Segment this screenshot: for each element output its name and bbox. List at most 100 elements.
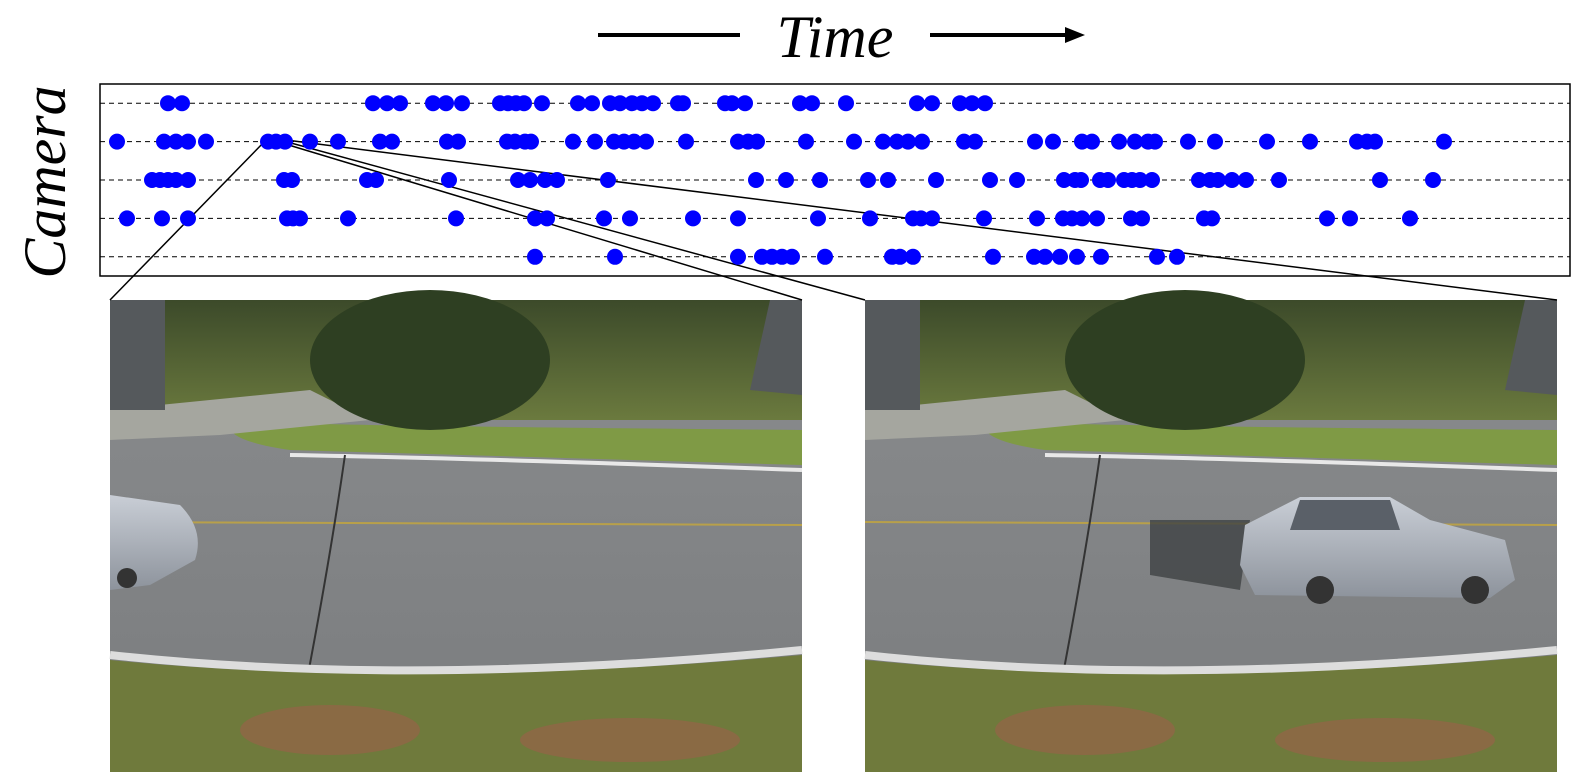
- event-dot: [180, 134, 196, 150]
- event-dot: [392, 95, 408, 111]
- event-dot: [1069, 249, 1085, 265]
- event-dot: [448, 210, 464, 226]
- event-dot: [645, 95, 661, 111]
- page: Time Camera (() => { const data = JSON.p…: [0, 0, 1595, 784]
- event-dot: [365, 95, 381, 111]
- event-dot: [1402, 210, 1418, 226]
- event-dot: [838, 95, 854, 111]
- event-dot: [817, 249, 833, 265]
- event-dot: [1238, 172, 1254, 188]
- photo-left: [110, 290, 802, 772]
- x-axis-label: Time: [777, 4, 894, 70]
- event-dot: [1207, 134, 1223, 150]
- event-dot: [1074, 210, 1090, 226]
- event-dot: [862, 210, 878, 226]
- event-dot: [1009, 172, 1025, 188]
- event-dot: [1111, 134, 1127, 150]
- event-dot: [284, 172, 300, 188]
- event-dot: [523, 134, 539, 150]
- event-dot: [976, 210, 992, 226]
- event-dot: [441, 172, 457, 188]
- event-dot: [928, 172, 944, 188]
- event-dot: [985, 249, 1001, 265]
- event-dot: [748, 172, 764, 188]
- photo-right: [865, 290, 1557, 772]
- event-dot: [587, 134, 603, 150]
- event-dot: [1147, 134, 1163, 150]
- event-dot: [534, 95, 550, 111]
- event-dot: [678, 134, 694, 150]
- event-dot: [340, 210, 356, 226]
- event-dot: [977, 95, 993, 111]
- event-dot: [730, 210, 746, 226]
- event-dot: [798, 134, 814, 150]
- event-dot: [584, 95, 600, 111]
- event-dot: [1027, 134, 1043, 150]
- event-dot: [109, 134, 125, 150]
- event-dot: [900, 134, 916, 150]
- event-dot: [330, 134, 346, 150]
- event-dot: [784, 249, 800, 265]
- event-dot: [384, 134, 400, 150]
- event-dot: [638, 134, 654, 150]
- event-dot: [180, 210, 196, 226]
- event-dot: [675, 95, 691, 111]
- event-dot: [1210, 172, 1226, 188]
- event-dot: [860, 172, 876, 188]
- event-dot: [810, 210, 826, 226]
- event-dot: [549, 172, 565, 188]
- event-dot: [924, 95, 940, 111]
- event-dot: [539, 210, 555, 226]
- event-dot: [292, 210, 308, 226]
- event-dot: [622, 210, 638, 226]
- event-dot: [516, 95, 532, 111]
- event-dot: [1134, 210, 1150, 226]
- event-dot: [119, 210, 135, 226]
- event-dot: [438, 95, 454, 111]
- event-dot: [924, 210, 940, 226]
- event-dot: [1436, 134, 1452, 150]
- event-dot: [778, 172, 794, 188]
- event-dot: [368, 172, 384, 188]
- event-dot: [1045, 134, 1061, 150]
- figure: Time Camera: [0, 0, 1595, 784]
- event-dot: [1319, 210, 1335, 226]
- event-dot: [1052, 249, 1068, 265]
- event-dot: [1073, 172, 1089, 188]
- y-axis-label: Camera: [12, 85, 78, 278]
- event-dot: [1367, 134, 1383, 150]
- event-dot: [875, 134, 891, 150]
- event-dot: [1169, 249, 1185, 265]
- event-dot: [812, 172, 828, 188]
- event-dot: [1224, 172, 1240, 188]
- event-dot: [527, 249, 543, 265]
- event-dot: [1100, 172, 1116, 188]
- event-dot: [1149, 249, 1165, 265]
- event-dot: [730, 249, 746, 265]
- event-dot: [1144, 172, 1160, 188]
- event-dot: [1029, 210, 1045, 226]
- event-dot: [1084, 134, 1100, 150]
- event-dot: [1259, 134, 1275, 150]
- event-dot: [1372, 172, 1388, 188]
- event-dot: [1302, 134, 1318, 150]
- event-dot: [450, 134, 466, 150]
- event-dot: [982, 172, 998, 188]
- event-dot: [905, 249, 921, 265]
- event-dot: [1037, 249, 1053, 265]
- event-dot: [1425, 172, 1441, 188]
- event-dot: [180, 172, 196, 188]
- event-dot: [804, 95, 820, 111]
- event-dot: [914, 134, 930, 150]
- event-dot: [967, 134, 983, 150]
- event-dot: [600, 172, 616, 188]
- event-dot: [565, 134, 581, 150]
- event-dot: [1271, 172, 1287, 188]
- event-dot: [749, 134, 765, 150]
- event-dot: [909, 95, 925, 111]
- event-dot: [1093, 249, 1109, 265]
- event-dot: [737, 95, 753, 111]
- event-dot: [596, 210, 612, 226]
- event-dot: [277, 134, 293, 150]
- event-dot: [570, 95, 586, 111]
